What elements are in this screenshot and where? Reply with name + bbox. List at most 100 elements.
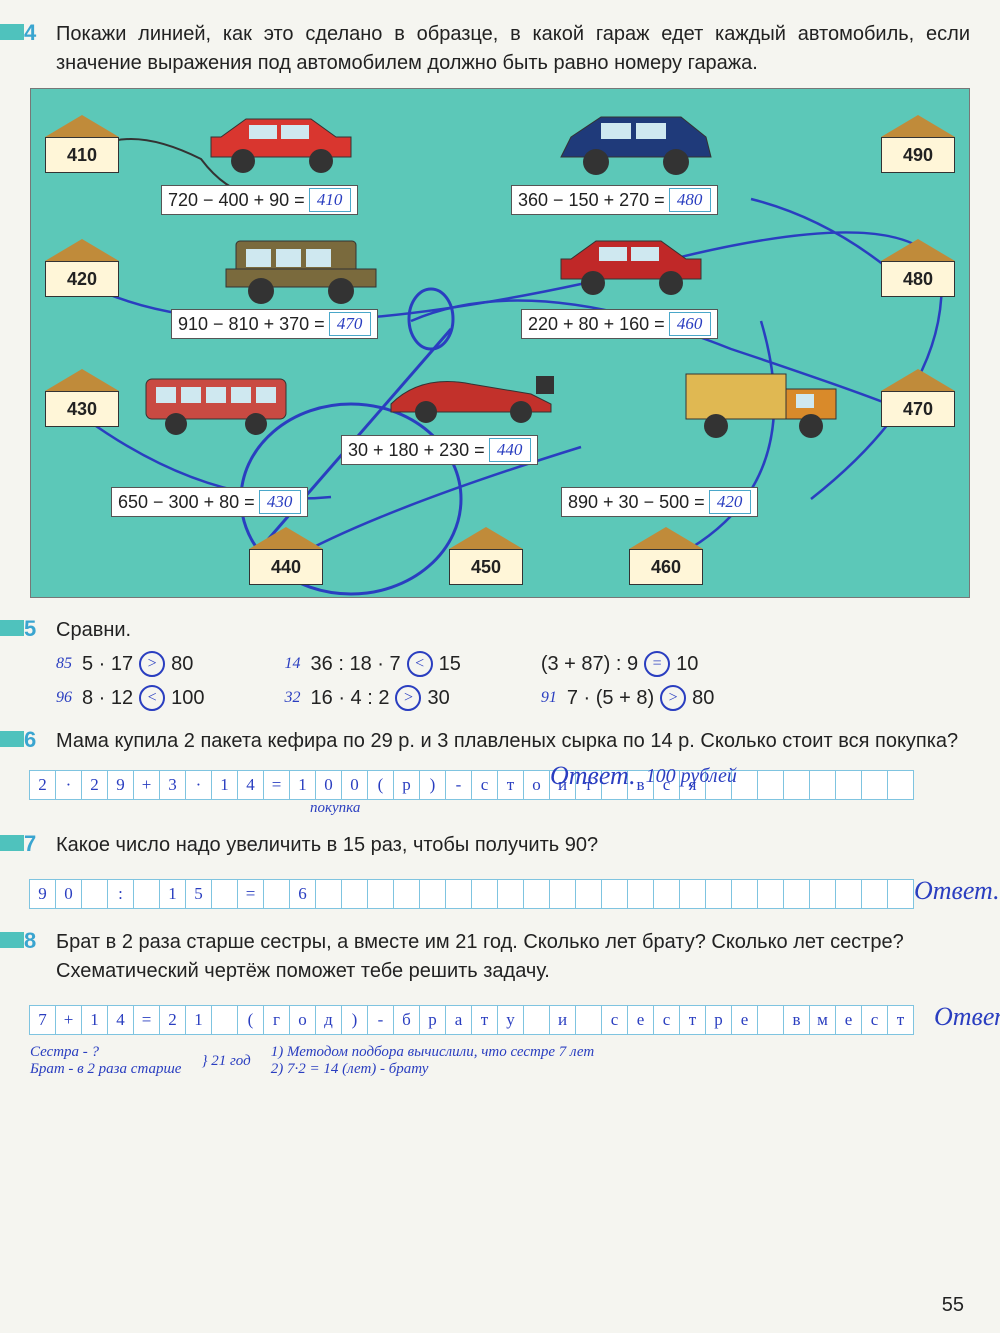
grid-cell: с: [861, 1005, 888, 1035]
compare-0-1: 968 · 12<100: [56, 685, 205, 711]
grid-cell: [653, 879, 680, 909]
answer-label: Ответ.: [934, 1002, 1000, 1032]
grid-cell: ·: [55, 770, 82, 800]
grid-cell: ): [419, 770, 446, 800]
grid-cell: 4: [107, 1005, 134, 1035]
grid-cell: 0: [341, 770, 368, 800]
section-marker: [0, 620, 24, 636]
grid-cell: м: [809, 1005, 836, 1035]
task-4: 4 Покажи линией, как это сделано в образ…: [30, 20, 970, 598]
section-marker: [0, 932, 24, 948]
grid-cell: [497, 879, 524, 909]
task-number: 6: [24, 727, 36, 753]
task-6-work-grid: 2·29+3·14=100(р)-стоит вся: [30, 770, 914, 800]
compare-2-0: (3 + 87) : 9=10: [541, 651, 715, 677]
grid-cell: 2: [81, 770, 108, 800]
garage-470: 470: [881, 369, 955, 427]
grid-cell: [861, 770, 888, 800]
grid-cell: 1: [159, 879, 186, 909]
grid-cell: [835, 770, 862, 800]
grid-cell: [263, 879, 290, 909]
grid-cell: :: [107, 879, 134, 909]
compare-2-1: 917 · (5 + 8)>80: [541, 685, 715, 711]
compare-1-1: 3216 · 4 : 2>30: [285, 685, 461, 711]
grid-cell: [549, 879, 576, 909]
grid-cell: т: [497, 770, 524, 800]
task-8-note-l3: } 21 год: [201, 1053, 250, 1070]
grid-cell: т: [471, 1005, 498, 1035]
grid-cell: [705, 879, 732, 909]
grid-cell: о: [289, 1005, 316, 1035]
grid-cell: [211, 879, 238, 909]
grid-cell: [393, 879, 420, 909]
garage-430: 430: [45, 369, 119, 427]
grid-cell: [731, 879, 758, 909]
grid-cell: [315, 879, 342, 909]
grid-cell: в: [783, 1005, 810, 1035]
expression-3: 220 + 80 + 160 =460: [521, 309, 718, 339]
task-7: 7 Какое число надо увеличить в 15 раз, ч…: [30, 831, 970, 914]
section-marker: [0, 24, 24, 40]
grid-cell: 1: [81, 1005, 108, 1035]
grid-cell: с: [601, 1005, 628, 1035]
task-number: 5: [24, 616, 36, 642]
grid-cell: [523, 1005, 550, 1035]
task-7-text: Какое число надо увеличить в 15 раз, что…: [56, 831, 970, 860]
task-number: 7: [24, 831, 36, 857]
grid-cell: [809, 879, 836, 909]
grid-cell: [679, 879, 706, 909]
car-3: [551, 229, 711, 304]
grid-cell: р: [393, 770, 420, 800]
grid-cell: [809, 770, 836, 800]
grid-cell: и: [549, 1005, 576, 1035]
task-6-text: Мама купила 2 пакета кефира по 29 р. и 3…: [56, 727, 970, 756]
grid-cell: [627, 879, 654, 909]
grid-cell: [575, 1005, 602, 1035]
grid-cell: 9: [107, 770, 134, 800]
grid-cell: [341, 879, 368, 909]
expression-2: 910 − 810 + 370 =470: [171, 309, 378, 339]
grid-cell: =: [133, 1005, 160, 1035]
task-8-text: Брат в 2 раза старше сестры, а вместе им…: [56, 928, 970, 986]
car-4: [141, 369, 291, 439]
expression-4: 30 + 180 + 230 =440: [341, 435, 538, 465]
grid-cell: е: [731, 1005, 758, 1035]
grid-cell: =: [237, 879, 264, 909]
grid-cell: 2: [159, 1005, 186, 1035]
grid-cell: [367, 879, 394, 909]
compare-grid: 855 · 17>80968 · 12<1001436 : 18 · 7<153…: [56, 651, 970, 711]
grid-cell: 9: [29, 879, 56, 909]
garage-460: 460: [629, 527, 703, 585]
grid-cell: 1: [211, 770, 238, 800]
car-0: [201, 107, 361, 182]
grid-cell: ): [341, 1005, 368, 1035]
grid-cell: [835, 879, 862, 909]
grid-cell: [757, 770, 784, 800]
grid-cell: а: [445, 1005, 472, 1035]
task-number: 4: [24, 20, 36, 46]
answer-label: Ответ.: [550, 761, 636, 791]
car-6: [681, 364, 851, 444]
compare-0-0: 855 · 17>80: [56, 651, 205, 677]
task-number: 8: [24, 928, 36, 954]
grid-cell: 6: [289, 879, 316, 909]
section-marker: [0, 731, 24, 747]
garage-410: 410: [45, 115, 119, 173]
task-8-note-l2: Брат - в 2 раза старше: [30, 1061, 181, 1078]
grid-cell: [757, 879, 784, 909]
grid-cell: 2: [29, 770, 56, 800]
grid-cell: +: [133, 770, 160, 800]
expression-5: 650 − 300 + 80 =430: [111, 487, 308, 517]
grid-cell: о: [523, 770, 550, 800]
grid-cell: р: [705, 1005, 732, 1035]
grid-cell: -: [367, 1005, 394, 1035]
grid-cell: +: [55, 1005, 82, 1035]
task-6-answer: 100 рублей: [646, 765, 737, 788]
expression-6: 890 + 30 − 500 =420: [561, 487, 758, 517]
garage-440: 440: [249, 527, 323, 585]
section-marker: [0, 835, 24, 851]
garage-490: 490: [881, 115, 955, 173]
grid-cell: [861, 879, 888, 909]
grid-cell: р: [419, 1005, 446, 1035]
grid-cell: [887, 770, 914, 800]
